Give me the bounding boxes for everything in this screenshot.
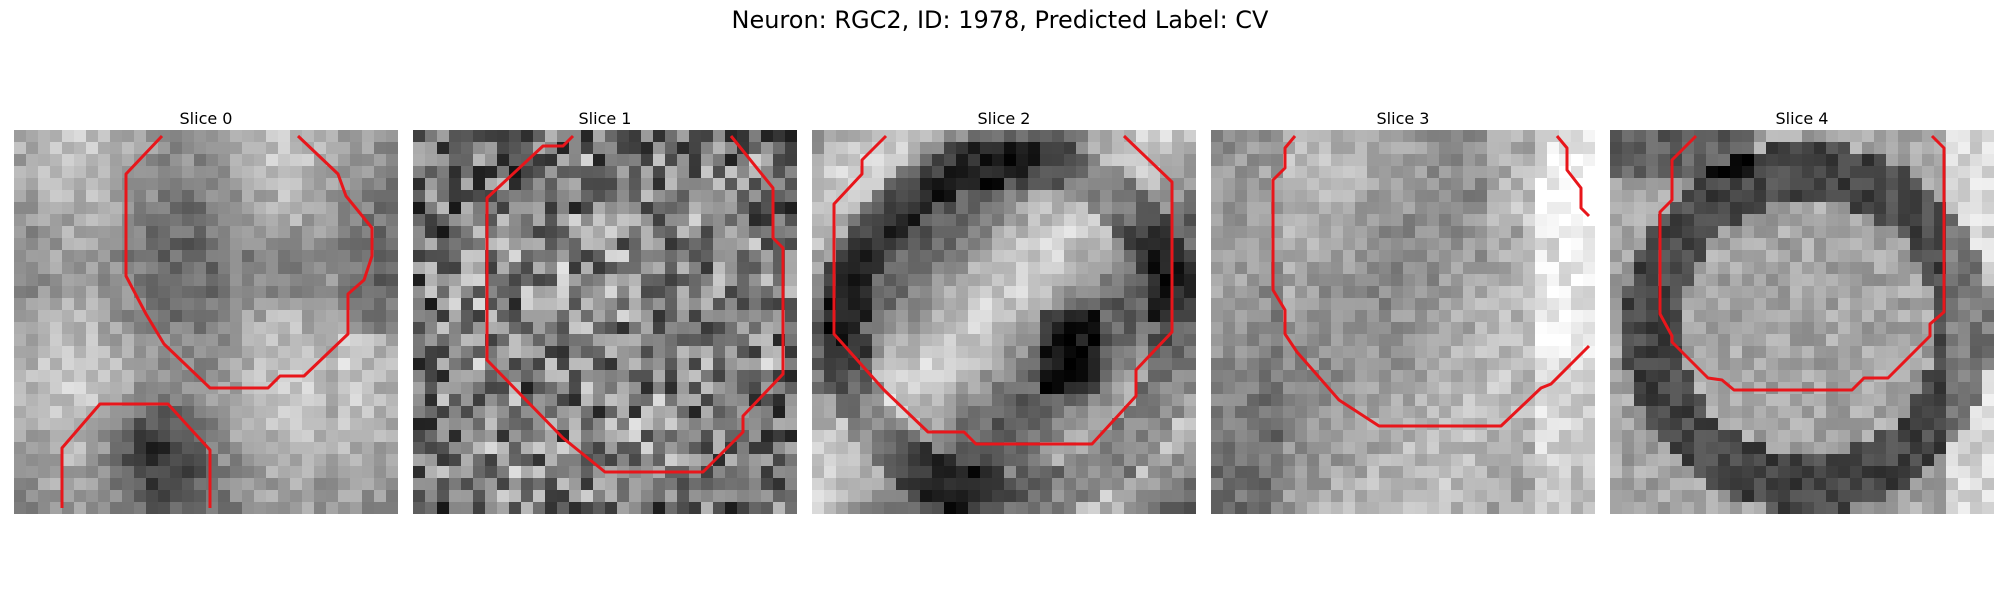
grayscale-texture <box>14 130 398 514</box>
slice-title: Slice 3 <box>1376 109 1430 128</box>
slice-image <box>14 130 398 514</box>
slice-image <box>812 130 1196 514</box>
slice-image <box>1211 130 1595 514</box>
grayscale-texture <box>413 130 797 514</box>
slice-panel-1: Slice 1 <box>413 108 797 514</box>
slice-title: Slice 2 <box>977 109 1031 128</box>
slice-panel-4: Slice 4 <box>1610 108 1994 514</box>
grayscale-texture <box>1610 130 1994 514</box>
contour-line <box>1555 135 1591 218</box>
slice-image <box>413 130 797 514</box>
contour-line <box>124 134 374 390</box>
contour-line <box>1658 134 1946 392</box>
slice-image <box>1610 130 1994 514</box>
slice-panel-2: Slice 2 <box>812 108 1196 514</box>
slice-title: Slice 0 <box>179 109 233 128</box>
contour-line <box>1271 135 1591 428</box>
contour-line <box>60 402 212 508</box>
grayscale-texture <box>1211 130 1595 514</box>
contour-line <box>832 134 1174 446</box>
contour-line <box>485 134 785 474</box>
grayscale-texture <box>812 130 1196 514</box>
slice-panel-0: Slice 0 <box>14 108 398 514</box>
slice-title: Slice 1 <box>578 109 632 128</box>
slice-title: Slice 4 <box>1775 109 1829 128</box>
figure-title: Neuron: RGC2, ID: 1978, Predicted Label:… <box>731 6 1269 34</box>
slice-panel-3: Slice 3 <box>1211 108 1595 514</box>
